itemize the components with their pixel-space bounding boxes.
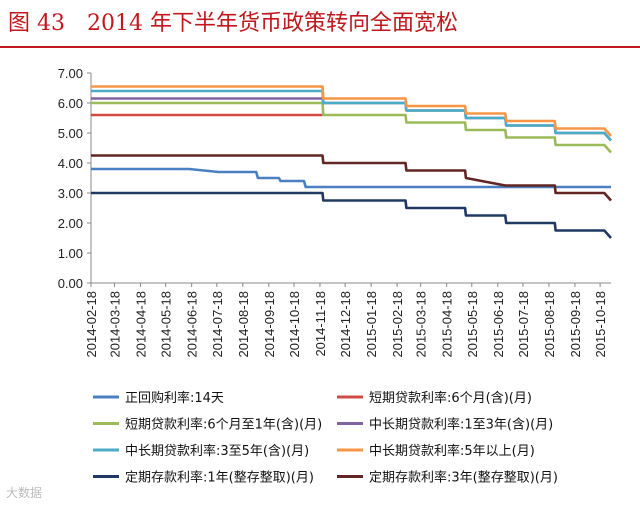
x-tick-label: 2015-08-18 — [542, 291, 557, 358]
legend-label: 定期存款利率:1年(整存整取)(月) — [125, 470, 314, 486]
series-line — [91, 97, 612, 142]
x-tick-label: 2015-10-18 — [593, 291, 608, 358]
x-tick-label: 2015-09-18 — [568, 291, 583, 358]
x-tick-label: 2014-08-18 — [236, 291, 251, 358]
x-tick-label: 2015-05-18 — [465, 291, 480, 358]
x-tick-label: 2014-04-18 — [133, 291, 148, 358]
legend-label: 短期贷款利率:6个月至1年(含)(月) — [125, 417, 322, 433]
x-tick-label: 2015-07-18 — [516, 291, 531, 358]
x-tick-label: 2014-02-18 — [84, 291, 99, 358]
x-tick-label: 2015-06-18 — [491, 291, 506, 358]
title-divider — [0, 46, 640, 48]
x-tick-label: 2015-02-18 — [390, 291, 405, 358]
series-line — [91, 167, 611, 189]
x-tick-label: 2015-03-18 — [414, 291, 429, 358]
x-tick-label: 2015-04-18 — [440, 291, 455, 358]
y-tick-label: 4.00 — [58, 156, 83, 171]
y-tick-label: 6.00 — [58, 96, 83, 111]
legend-label: 短期贷款利率:6个月(含)(月) — [369, 390, 532, 406]
legend-label: 中长期贷款利率:1至3年(含)(月) — [369, 417, 553, 433]
legend-label: 中长期贷款利率:3至5年(含)(月) — [125, 443, 309, 459]
y-tick-label: 0.00 — [58, 276, 83, 291]
watermark-text: 大数据 — [6, 486, 43, 500]
series-line — [91, 101, 612, 154]
x-tick-label: 2014-05-18 — [159, 291, 174, 358]
x-tick-label: 2014-11-18 — [313, 291, 328, 357]
legend-label: 定期存款利率:3年(整存整取)(月) — [369, 470, 558, 486]
x-tick-label: 2014-10-18 — [287, 291, 302, 358]
series-line — [91, 89, 612, 142]
x-tick-label: 2014-06-18 — [185, 291, 200, 358]
chart-legend: 正回购利率:14天 短期贷款利率:6个月(含)(月) 短期贷款利率:6个月至1年(含… — [93, 390, 558, 486]
x-tick-label: 2014-09-18 — [262, 291, 277, 358]
y-tick-label: 1.00 — [58, 246, 83, 261]
page-title: 图 43 2014 年下半年货币政策转向全面宽松 — [8, 11, 458, 36]
legend-label: 正回购利率:14天 — [125, 390, 224, 406]
y-tick-label: 2.00 — [58, 216, 83, 231]
x-tick-label: 2014-12-18 — [338, 291, 353, 358]
chart-axes: 0.00 1.00 2.00 3.00 4.00 5.00 6.00 7.00 2014-02-… — [58, 66, 611, 358]
chart-series — [91, 85, 612, 239]
legend-label: 中长期贷款利率:5年以上(月) — [369, 443, 535, 459]
x-tick-label: 2014-03-18 — [107, 291, 122, 358]
y-tick-label: 5.00 — [58, 126, 83, 141]
y-tick-label: 3.00 — [58, 186, 83, 201]
y-tick-label: 7.00 — [58, 66, 83, 81]
x-tick-label: 2014-07-18 — [210, 291, 225, 358]
series-line — [91, 85, 612, 137]
x-tick-label: 2015-01-18 — [364, 291, 379, 358]
series-line — [91, 191, 612, 239]
series-line — [91, 154, 612, 202]
